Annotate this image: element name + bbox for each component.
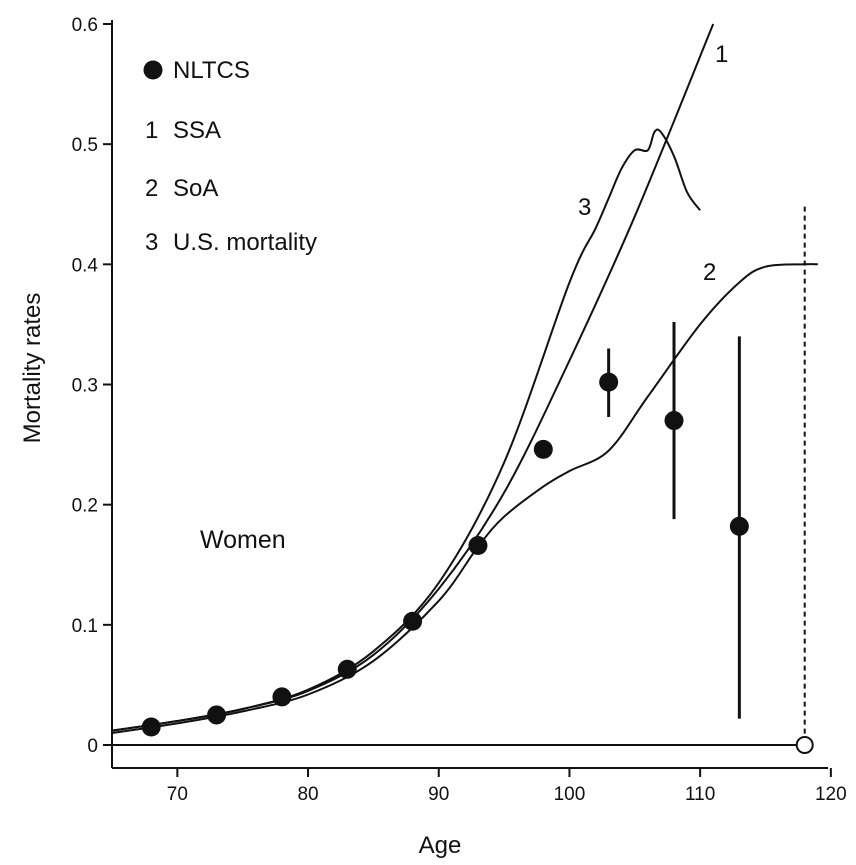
legend-label: U.S. mortality — [173, 229, 317, 256]
y-tick-label: 0.6 — [72, 15, 98, 36]
nltcs-point — [141, 717, 161, 737]
curve-label-3: 3 — [578, 194, 591, 221]
nltcs-point — [599, 372, 619, 392]
y-tick-label: 0 — [87, 736, 98, 757]
legend-label: NLTCS — [173, 57, 250, 84]
legend: NLTCS 1 SSA 2 SoA 3 U.S. mortality — [143, 57, 317, 256]
nltcs-point — [207, 705, 227, 725]
x-axis-title: Age — [419, 832, 462, 859]
nltcs-point — [272, 687, 292, 707]
x-tick-label: 70 — [167, 784, 188, 805]
x-tick-label: 100 — [554, 784, 586, 805]
legend-label: SoA — [173, 175, 218, 202]
legend-marker-nltcs — [143, 60, 163, 80]
axes: 0 0.1 0.2 0.3 0.4 0.5 0.6 70 80 90 100 110 120 — [72, 15, 847, 805]
nltcs-point — [468, 536, 488, 556]
nltcs-point — [533, 439, 553, 459]
y-tick-label: 0.3 — [72, 376, 98, 397]
y-tick-label: 0.1 — [72, 616, 98, 637]
x-tick-label: 90 — [428, 784, 449, 805]
y-tick-label: 0.4 — [72, 255, 99, 276]
legend-marker-2: 2 — [145, 175, 158, 202]
legend-marker-3: 3 — [145, 229, 158, 256]
y-tick-label: 0.2 — [72, 496, 98, 517]
open-circle-marker — [795, 736, 814, 754]
legend-label: SSA — [173, 117, 221, 144]
nltcs-point — [403, 611, 423, 631]
legend-marker-1: 1 — [145, 117, 158, 144]
curve-2 — [111, 263, 818, 734]
curve-label-1: 1 — [715, 41, 728, 68]
women-annotation: Women — [200, 526, 286, 554]
nltcs-point — [337, 659, 357, 679]
curve-3 — [111, 128, 701, 732]
y-tick-label: 0.5 — [72, 135, 98, 156]
y-axis-title: Mortality rates — [19, 293, 46, 444]
x-tick-label: 110 — [685, 784, 715, 805]
nltcs-point — [664, 411, 684, 431]
curve-label-2: 2 — [703, 259, 716, 286]
nltcs-point — [729, 516, 749, 536]
x-tick-label: 80 — [297, 784, 318, 805]
data-markers — [141, 322, 749, 737]
x-tick-label: 120 — [815, 784, 847, 805]
